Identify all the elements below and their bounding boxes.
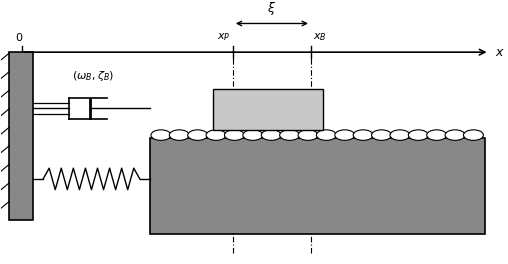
Text: $x$: $x$ <box>495 46 504 59</box>
Ellipse shape <box>298 130 318 140</box>
Ellipse shape <box>316 130 336 140</box>
Ellipse shape <box>279 130 300 140</box>
Ellipse shape <box>225 130 244 140</box>
Bar <box>9 52 33 220</box>
Ellipse shape <box>427 130 447 140</box>
Text: $0$: $0$ <box>15 31 23 43</box>
Ellipse shape <box>151 130 171 140</box>
Text: $(\omega_B,\zeta_B)$: $(\omega_B,\zeta_B)$ <box>72 69 114 83</box>
Bar <box>213 89 324 130</box>
Ellipse shape <box>169 130 189 140</box>
Ellipse shape <box>463 130 484 140</box>
Ellipse shape <box>353 130 373 140</box>
Ellipse shape <box>188 130 208 140</box>
Ellipse shape <box>390 130 410 140</box>
Ellipse shape <box>371 130 392 140</box>
Text: $x_P$: $x_P$ <box>217 31 230 43</box>
Ellipse shape <box>243 130 263 140</box>
Bar <box>150 138 485 234</box>
Ellipse shape <box>445 130 465 140</box>
Ellipse shape <box>408 130 428 140</box>
Ellipse shape <box>261 130 281 140</box>
Text: $x_B$: $x_B$ <box>313 31 327 43</box>
Ellipse shape <box>335 130 355 140</box>
Text: $\xi$: $\xi$ <box>267 1 276 17</box>
Ellipse shape <box>206 130 226 140</box>
